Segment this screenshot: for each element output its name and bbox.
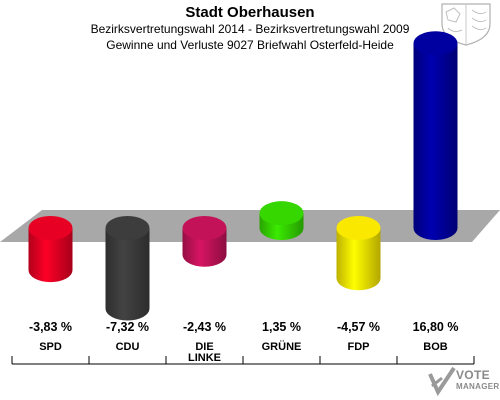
votemanager-logo-icon: [428, 366, 456, 396]
category-label: GRÜNE: [262, 340, 302, 353]
brand-line-1: VOTE: [456, 368, 490, 382]
bar-grüne: [259, 201, 304, 240]
coat-of-arms-icon: [441, 3, 491, 46]
bars-group: [28, 31, 458, 321]
category-label: CDU: [116, 341, 140, 353]
value-label: -4,57 %: [337, 320, 380, 334]
category-label: DIE: [195, 341, 213, 353]
value-label: -3,83 %: [29, 320, 72, 334]
value-labels-group: -3,83 % -7,32 % -2,43 % 1,35 % -4,57 % 16,80 …: [29, 320, 458, 334]
bar-fdp: [336, 216, 381, 291]
bar-bob: [413, 31, 458, 241]
category-label: SPD: [39, 341, 62, 353]
chart-title: Stadt Oberhausen: [185, 4, 315, 21]
category-label: BOB: [423, 341, 448, 353]
value-label: 16,80 %: [413, 320, 459, 334]
brand-line-2: MANAGER: [456, 382, 500, 391]
bar-spd: [28, 216, 73, 283]
chart-subtitle-2: Gewinne und Verluste 9027 Briefwahl Oste…: [106, 38, 394, 52]
value-label: -2,43 %: [183, 320, 226, 334]
bar-die-linke: [182, 216, 227, 267]
chart-subtitle-1: Bezirksvertretungswahl 2014 - Bezirksver…: [90, 22, 410, 36]
value-label: -7,32 %: [106, 320, 149, 334]
value-label: 1,35 %: [262, 320, 301, 334]
category-label: LINKE: [188, 352, 221, 364]
category-label: FDP: [348, 341, 370, 353]
bar-cdu: [105, 216, 150, 321]
